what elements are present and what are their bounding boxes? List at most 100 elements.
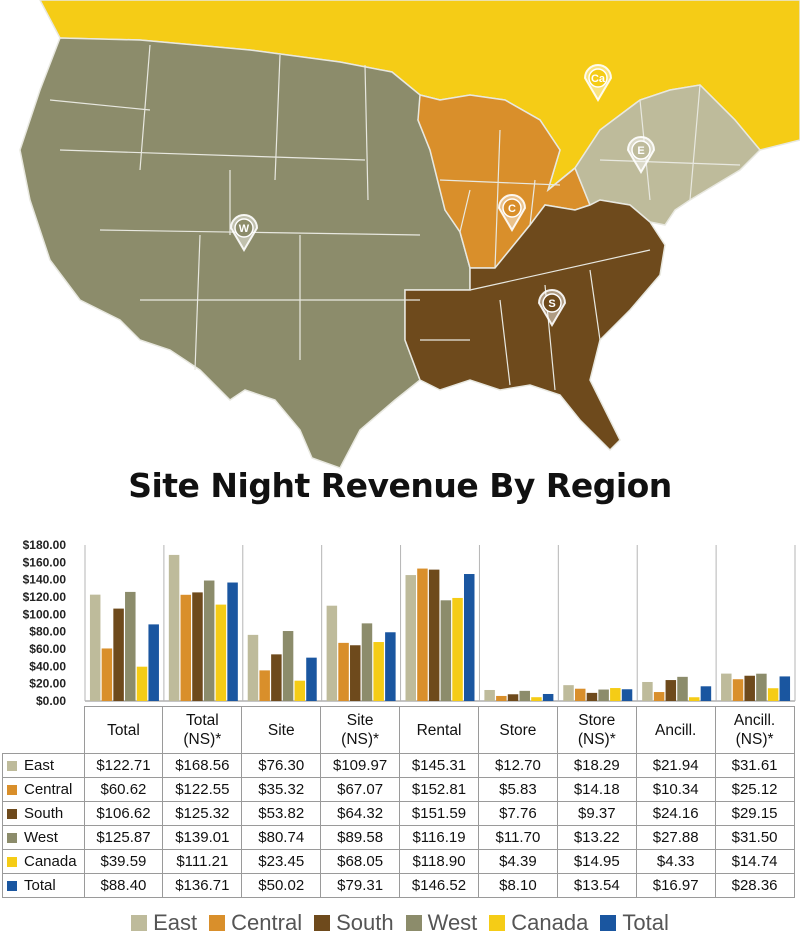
bar-east-6 <box>484 689 495 701</box>
row-label: Central <box>2 777 85 802</box>
legend-label: East <box>153 910 198 935</box>
map-marker-label: Ca <box>591 73 606 85</box>
row-label-text: East <box>24 757 55 774</box>
bar-west-3 <box>282 631 294 701</box>
row-label: Canada <box>2 849 85 874</box>
table-cell: $145.31 <box>399 753 479 778</box>
map-marker-canada: Ca <box>583 64 613 102</box>
table-cell: $152.81 <box>399 777 479 802</box>
bar-west-2 <box>203 580 215 701</box>
table-cell: $125.32 <box>162 801 243 826</box>
bar-west-6 <box>519 690 530 701</box>
series-swatch <box>7 881 17 891</box>
column-header-line: Site <box>267 721 295 739</box>
row-label-text: Central <box>24 781 73 798</box>
table-cell: $8.10 <box>477 873 558 898</box>
table-cell: $122.55 <box>162 777 243 802</box>
bar-south-6 <box>507 694 519 701</box>
legend-item-canada: Canada <box>489 910 588 936</box>
column-header-line: (NS)* <box>341 731 380 748</box>
bar-total-9 <box>779 676 791 701</box>
table-cell: $39.59 <box>83 849 164 874</box>
table-column-header: Total (NS)* <box>162 706 243 754</box>
table-cell: $4.33 <box>635 849 716 874</box>
legend-label: South <box>336 910 394 935</box>
bar-central-8 <box>653 692 665 701</box>
table-cell: $12.70 <box>477 753 558 778</box>
bar-canada-7 <box>610 688 621 701</box>
table-cell: $13.22 <box>556 825 637 850</box>
bar-central-2 <box>180 594 192 701</box>
y-tick-label: $120.00 <box>23 590 67 604</box>
series-swatch <box>7 785 17 795</box>
table-cell: $125.87 <box>83 825 164 850</box>
table-cell: $18.29 <box>556 753 637 778</box>
column-header-line: Total <box>107 721 140 739</box>
series-swatch <box>7 857 17 867</box>
legend-item-west: West <box>405 910 478 936</box>
table-row: East $122.71 $168.56 $76.30 $109.97 $145.31 $1… <box>2 753 795 778</box>
chart-legend: East Central South West Canada Total <box>0 910 800 936</box>
bar-east-8 <box>642 681 653 701</box>
y-tick-label: $160.00 <box>23 555 67 569</box>
bar-south-5 <box>428 569 440 701</box>
bar-canada-9 <box>767 688 779 701</box>
bar-west-9 <box>756 673 767 701</box>
legend-swatch <box>489 915 506 931</box>
bar-south-1 <box>113 608 124 701</box>
bar-east-4 <box>326 605 338 701</box>
table-cell: $50.02 <box>241 873 322 898</box>
y-tick-label: $180.00 <box>23 538 67 552</box>
table-cell: $31.61 <box>714 753 795 778</box>
map-marker-label: C <box>508 203 516 215</box>
table-cell: $7.76 <box>477 801 558 826</box>
y-tick-label: $60.00 <box>29 642 66 656</box>
column-header-line: (NS)* <box>183 731 222 748</box>
bar-south-4 <box>350 645 361 701</box>
chart-title: Site Night Revenue By Region <box>128 466 672 505</box>
bar-east-2 <box>168 554 180 701</box>
table-cell: $89.58 <box>320 825 401 850</box>
table-column-header: Store <box>477 706 558 754</box>
bar-east-7 <box>563 685 574 701</box>
table-cell: $151.59 <box>399 801 479 826</box>
table-cell: $25.12 <box>714 777 795 802</box>
bar-south-7 <box>586 692 598 701</box>
legend-swatch <box>405 915 422 931</box>
map-marker-label: S <box>548 298 555 310</box>
map-marker-east: E <box>626 136 656 174</box>
bar-total-7 <box>621 689 633 701</box>
legend-label: Central <box>231 910 303 935</box>
legend-label: West <box>427 910 478 935</box>
table-cell: $139.01 <box>162 825 243 850</box>
data-table: Total Total (NS)* Site Site (NS)* Rental Store S… <box>2 706 795 898</box>
table-cell: $29.15 <box>714 801 795 826</box>
bar-canada-8 <box>688 697 700 701</box>
bar-south-8 <box>665 680 677 701</box>
table-column-header: Ancill. (NS)* <box>714 706 795 754</box>
legend-swatch <box>131 915 148 931</box>
map-marker-central: C <box>497 194 527 232</box>
table-row: South $106.62 $125.32 $53.82 $64.32 $151.59 $7… <box>2 801 795 826</box>
bar-west-7 <box>598 689 609 701</box>
table-cell: $53.82 <box>241 801 322 826</box>
map-marker-west: W <box>229 214 259 252</box>
column-header-line: Ancill. <box>655 721 697 739</box>
table-cell: $116.19 <box>399 825 479 850</box>
row-label: Total <box>2 873 85 898</box>
table-cell: $67.07 <box>320 777 401 802</box>
table-cell: $9.37 <box>556 801 637 826</box>
legend-label: Canada <box>511 910 589 935</box>
y-tick-label: $80.00 <box>29 625 66 639</box>
table-cell: $31.50 <box>714 825 795 850</box>
bar-west-8 <box>677 676 688 701</box>
table-column-header: Site <box>241 706 322 754</box>
bar-canada-3 <box>294 680 306 701</box>
table-cell: $146.52 <box>399 873 479 898</box>
table-cell: $10.34 <box>635 777 716 802</box>
row-label: East <box>2 753 85 778</box>
bar-central-5 <box>417 568 428 701</box>
legend-item-east: East <box>131 910 197 936</box>
column-header-line: Store <box>578 712 616 729</box>
bar-chart: $0.00 $20.00 $40.00 $60.00 $80.00 $100.00 $120… <box>23 538 796 708</box>
